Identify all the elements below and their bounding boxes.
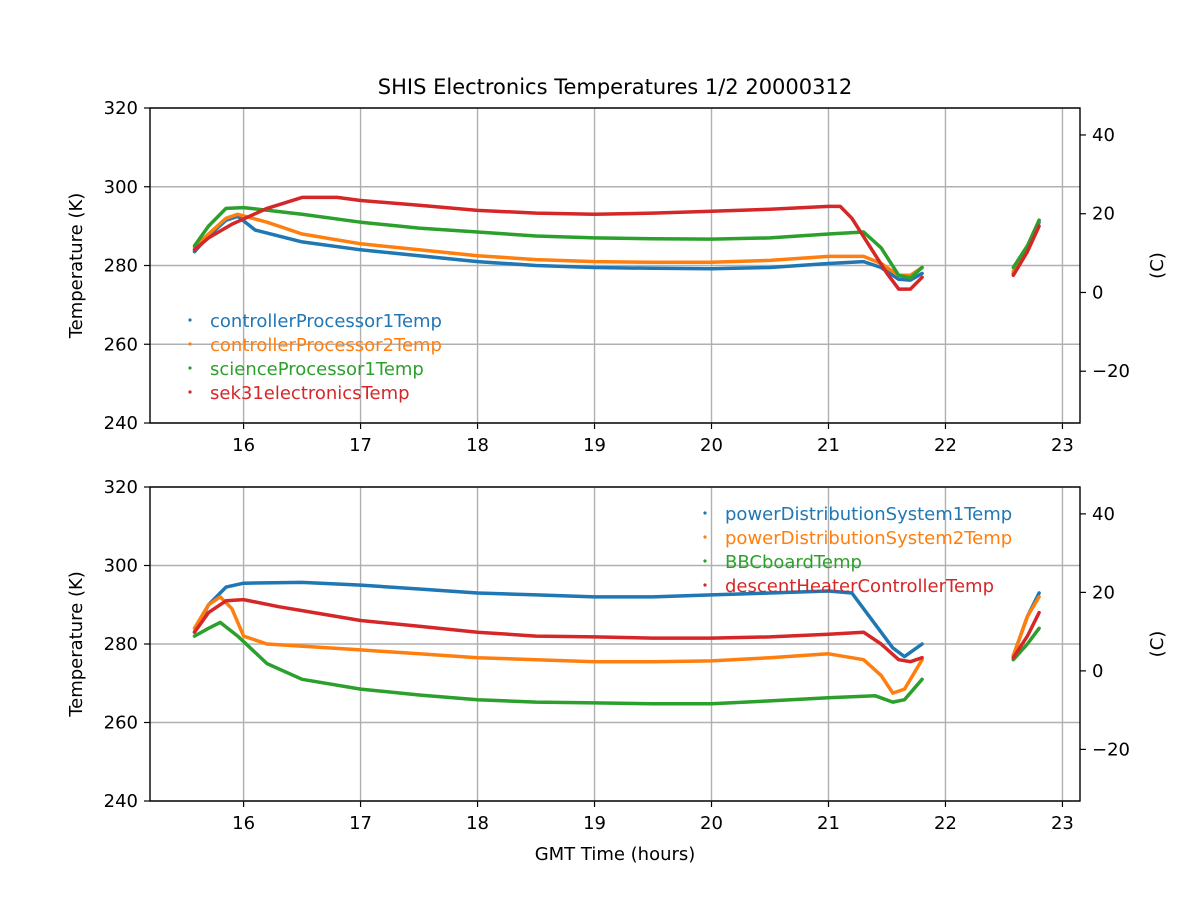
y2-axis-label: (C) [1147, 631, 1168, 658]
chart-title: SHIS Electronics Temperatures 1/2 200003… [378, 75, 852, 99]
y-tick-label: 260 [104, 334, 138, 355]
legend-marker [188, 342, 192, 346]
legend-entry: controllerProcessor1Temp [210, 311, 442, 332]
y-tick-label: 280 [104, 634, 138, 655]
y2-tick-label: 20 [1092, 204, 1115, 225]
plot-frame [149, 107, 1081, 424]
x-tick-label: 22 [934, 435, 957, 456]
series-line [192, 597, 924, 664]
legend-entry: scienceProcessor1Temp [210, 359, 424, 380]
legend-marker [188, 318, 192, 322]
y2-tick-label: −20 [1092, 739, 1130, 760]
x-tick-label: 19 [583, 813, 606, 834]
x-tick-label: 20 [700, 435, 723, 456]
legend-entry: powerDistributionSystem1Temp [725, 504, 1012, 525]
x-tick-label: 16 [232, 813, 255, 834]
series-line [1011, 595, 1041, 658]
x-tick-label: 23 [1051, 813, 1074, 834]
legend-entry: sek31electronicsTemp [210, 383, 410, 404]
series-line [1011, 610, 1041, 660]
x-tick-label: 21 [817, 435, 840, 456]
x-tick-label: 22 [934, 813, 957, 834]
y-tick-label: 240 [104, 791, 138, 812]
y2-tick-label: 20 [1092, 582, 1115, 603]
x-tick-label: 18 [466, 435, 489, 456]
series-line [192, 205, 924, 280]
panel-bottom: 16 17 18 19 20 21 22 23 240 260 280 300 320 −20 0 20 40 T… [66, 477, 1168, 834]
y2-tick-label: 0 [1092, 661, 1103, 682]
series-line [192, 595, 924, 695]
panel-top: 16 17 18 19 20 21 22 23 240 260 280 300 320 −20 0 20 40 T… [66, 98, 1168, 456]
y2-tick-label: −20 [1092, 361, 1130, 382]
x-tick-label: 23 [1051, 435, 1074, 456]
plot-frame [149, 486, 1081, 802]
x-tick-label: 18 [466, 813, 489, 834]
y-axis-label: Temperature (K) [66, 193, 87, 340]
y-tick-label: 320 [104, 477, 138, 498]
x-tick-label: 20 [700, 813, 723, 834]
legend-entry: powerDistributionSystem2Temp [725, 528, 1012, 549]
y-tick-label: 320 [104, 98, 138, 119]
y2-tick-label: 40 [1092, 125, 1115, 146]
y2-tick-label: 0 [1092, 282, 1103, 303]
legend-marker [703, 583, 707, 587]
y2-tick-label: 40 [1092, 504, 1115, 525]
legend-entry: controllerProcessor2Temp [210, 335, 442, 356]
y-tick-label: 300 [104, 177, 138, 198]
series-line [1011, 626, 1041, 662]
series-line [192, 195, 924, 291]
series-line [1011, 218, 1041, 270]
y2-axis-label: (C) [1147, 252, 1168, 279]
legend-marker [703, 559, 707, 563]
legend-marker [188, 366, 192, 370]
legend-marker [703, 511, 707, 515]
legend-marker [703, 535, 707, 539]
series-line [192, 580, 924, 659]
y-tick-label: 260 [104, 713, 138, 734]
x-tick-label: 17 [349, 813, 372, 834]
legend-entry: BBCboardTemp [725, 552, 862, 573]
x-tick-label: 19 [583, 435, 606, 456]
legend-entry: descentHeaterControllerTemp [725, 576, 994, 597]
y-tick-label: 240 [104, 413, 138, 434]
y-axis-label: Temperature (K) [66, 571, 87, 718]
x-tick-label: 17 [349, 435, 372, 456]
x-tick-label: 21 [817, 813, 840, 834]
legend-marker [188, 390, 192, 394]
y-tick-label: 300 [104, 556, 138, 577]
y-tick-label: 280 [104, 256, 138, 277]
x-tick-label: 16 [232, 435, 255, 456]
x-axis-label: GMT Time (hours) [535, 844, 696, 865]
series-line [192, 620, 924, 706]
series-line [1011, 224, 1041, 278]
